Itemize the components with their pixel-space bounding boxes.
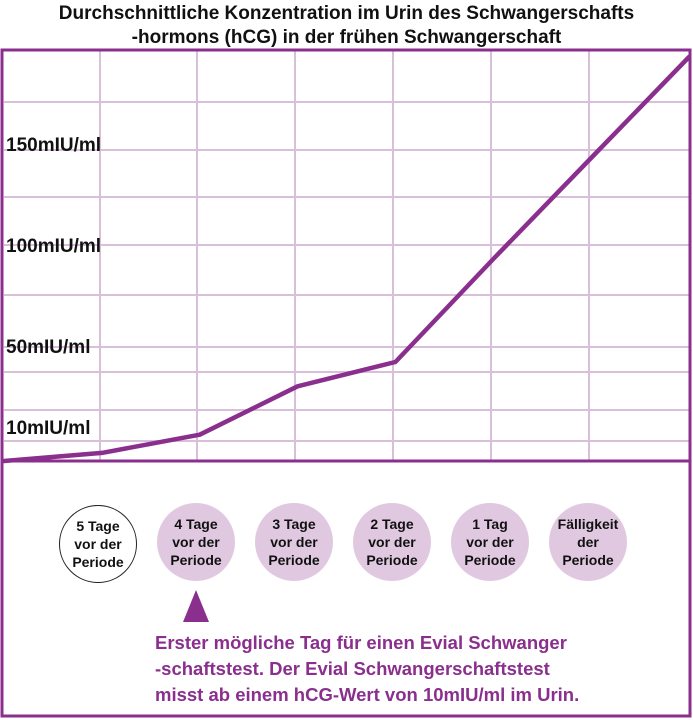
test-note-line-2: -schaftstest. Der Evial Schwangerschafts… bbox=[155, 658, 550, 679]
day-circle-label-line: Periode bbox=[562, 552, 614, 568]
day-circle: 1 Tag vor der Periode bbox=[451, 503, 529, 581]
y-tick-label: 50mIU/ml bbox=[6, 337, 90, 358]
day-circle: 5 Tage vor der Periode bbox=[59, 505, 137, 583]
day-circle-label-line: Periode bbox=[72, 554, 124, 570]
day-circle-label-line: vor der bbox=[270, 534, 318, 550]
pointer-triangle-icon bbox=[183, 590, 209, 622]
day-circle-label-line: vor der bbox=[74, 536, 122, 552]
day-circle-label: 4 Tage vor der Periode bbox=[170, 515, 221, 569]
y-tick-label: 150mIU/ml bbox=[6, 135, 101, 156]
day-circle-label: 2 Tage vor der Periode bbox=[366, 515, 417, 569]
chart-frame bbox=[0, 48, 692, 718]
hcg-series-line bbox=[1, 54, 692, 464]
day-circle-label: Fälligkeit der Periode bbox=[558, 515, 619, 569]
day-circle: 3 Tage vor der Periode bbox=[255, 503, 333, 581]
day-circle-label-line: Periode bbox=[170, 552, 222, 568]
day-circle-label: 5 Tage vor der Periode bbox=[72, 517, 123, 571]
day-circle: 2 Tage vor der Periode bbox=[353, 503, 431, 581]
day-circle-label-line: vor der bbox=[368, 534, 416, 550]
day-circle: 4 Tage vor der Periode bbox=[157, 503, 235, 581]
chart-title-line-2: -hormons (hCG) in der frühen Schwangersc… bbox=[131, 27, 562, 48]
y-tick-label: 10mIU/ml bbox=[6, 418, 90, 439]
day-circle-label: 1 Tag vor der Periode bbox=[464, 515, 515, 569]
day-circle-label-line: vor der bbox=[466, 534, 514, 550]
chart-title-line-1: Durchschnittliche Konzentration im Urin … bbox=[58, 3, 635, 24]
day-circle-label-line: Periode bbox=[268, 552, 320, 568]
day-circle-label-line: vor der bbox=[172, 534, 220, 550]
day-circle-label-line: 1 Tag bbox=[472, 516, 508, 532]
test-note-line-3: misst ab einem hCG-Wert von 10mIU/ml im … bbox=[155, 684, 580, 705]
day-circle: Fälligkeit der Periode bbox=[549, 503, 627, 581]
day-circle-label-line: 2 Tage bbox=[370, 516, 414, 532]
day-circle-label-line: Periode bbox=[464, 552, 516, 568]
day-circle-label-line: der bbox=[577, 534, 599, 550]
day-circle-label-line: Fälligkeit bbox=[557, 516, 619, 532]
day-circle-label-line: Periode bbox=[366, 552, 418, 568]
day-circle-label-line: 3 Tage bbox=[272, 516, 316, 532]
day-circle-label-line: 5 Tage bbox=[76, 518, 120, 534]
day-circle-label: 3 Tage vor der Periode bbox=[268, 515, 319, 569]
test-note: Erster mögliche Tag für einen Evial Schw… bbox=[155, 630, 690, 708]
y-tick-label: 100mIU/ml bbox=[6, 236, 101, 257]
test-note-line-1: Erster mögliche Tag für einen Evial Schw… bbox=[155, 632, 567, 653]
day-circle-label-line: 4 Tage bbox=[174, 516, 218, 532]
